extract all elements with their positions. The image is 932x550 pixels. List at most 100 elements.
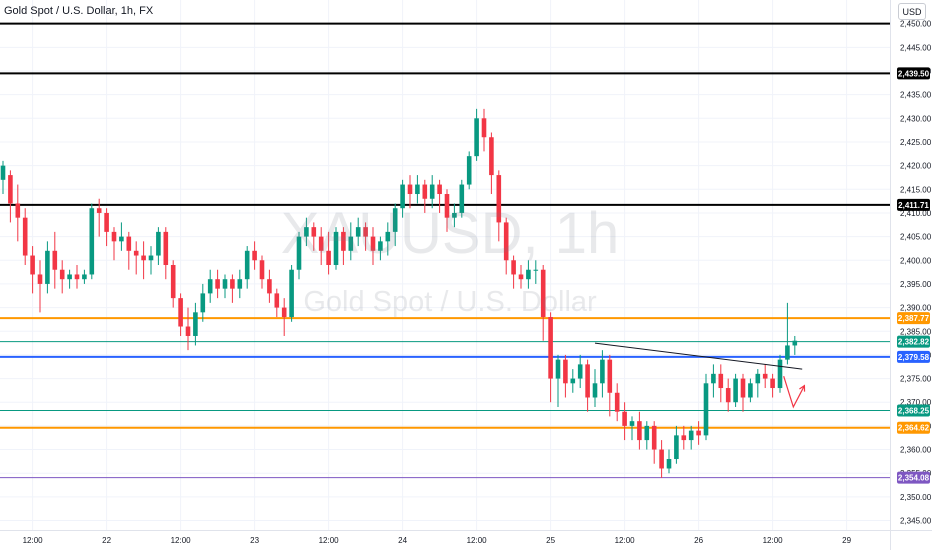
level-price-tag: [897, 421, 930, 434]
candle-down: [267, 279, 272, 294]
price-tick-label: 2,385.00: [900, 327, 932, 336]
price-tick-label: 2,395.00: [900, 280, 932, 289]
candle-up: [400, 184, 405, 209]
candle-down: [52, 250, 58, 270]
level-price-label: 2,368.25: [898, 407, 930, 416]
price-tick-label: 2,370.00: [900, 398, 932, 407]
candle-down: [696, 430, 701, 436]
candle-up: [355, 227, 361, 237]
candle-up: [289, 269, 294, 318]
candle-down: [496, 175, 502, 223]
candle-down: [548, 317, 553, 379]
candle-up: [222, 279, 228, 289]
candle-up: [415, 184, 420, 195]
candle-down: [659, 449, 664, 469]
price-tick-label: 2,350.00: [900, 493, 932, 502]
symbol-title: Gold Spot / U.S. Dollar, 1h, FX: [4, 5, 154, 17]
time-tick-label: 24: [398, 536, 407, 545]
candle-down: [215, 279, 220, 289]
time-tick-label: 23: [250, 536, 259, 545]
candle-up: [452, 212, 457, 218]
candle-up: [119, 236, 124, 242]
time-tick-label: 22: [102, 536, 111, 545]
candle-up: [592, 383, 598, 398]
trendline[interactable]: [594, 342, 803, 370]
level-price-tag: [897, 335, 930, 348]
candle-down: [274, 293, 280, 308]
projection-arrow[interactable]: [783, 376, 805, 409]
candle-up: [244, 250, 250, 280]
watermark-name: Gold Spot / U.S. Dollar: [303, 286, 597, 318]
level-price-label: 2,439.50: [898, 69, 930, 78]
price-tick-label: 2,360.00: [900, 446, 932, 455]
candle-up: [526, 269, 531, 280]
candle-down: [30, 255, 35, 275]
candle-down: [607, 359, 613, 393]
price-tick-label: 2,425.00: [900, 138, 932, 147]
candle-down: [503, 222, 509, 261]
currency-button[interactable]: USD: [898, 3, 926, 20]
candle-down: [341, 231, 346, 251]
candle-up: [0, 165, 6, 180]
level-price-label: 2,411.71: [898, 201, 929, 210]
candle-up: [533, 269, 539, 271]
candle-up: [748, 383, 753, 398]
candle-up: [378, 241, 383, 251]
time-tick-label: 26: [694, 536, 703, 545]
candle-up: [570, 378, 576, 384]
candle-down: [651, 425, 657, 450]
candle-down: [230, 279, 235, 289]
candle-down: [481, 118, 487, 138]
candle-down: [318, 236, 324, 251]
time-tick-label: 29: [842, 536, 851, 545]
candle-up: [600, 359, 605, 384]
candle-up: [666, 459, 672, 469]
candle-down: [363, 227, 368, 237]
candle-down: [444, 194, 450, 218]
time-tick-label: 12:00: [171, 536, 192, 545]
candle-down: [133, 250, 139, 256]
candle-up: [777, 359, 783, 389]
candle-up: [392, 208, 398, 232]
candle-up: [466, 156, 472, 185]
candle-down: [259, 260, 265, 280]
candle-down: [622, 411, 627, 426]
price-tick-label: 2,420.00: [900, 162, 932, 171]
candle-down: [15, 203, 21, 218]
candle-down: [518, 274, 524, 280]
candle-up: [703, 383, 709, 436]
time-tick-label: 12:00: [23, 536, 44, 545]
candle-down: [585, 364, 590, 398]
candle-up: [348, 236, 354, 251]
candle-up: [711, 373, 716, 384]
candle-up: [385, 231, 391, 242]
price-tick-label: 2,450.00: [900, 20, 932, 29]
candle-down: [614, 392, 620, 412]
candle-down: [141, 255, 146, 261]
candle-up: [755, 373, 761, 384]
candle-up: [733, 378, 738, 403]
candle-up: [237, 279, 243, 289]
price-tick-label: 2,435.00: [900, 91, 932, 100]
level-price-label: 2,387.77: [898, 314, 930, 323]
candle-down: [725, 388, 731, 403]
candle-down: [370, 236, 376, 251]
candle-up: [792, 340, 798, 346]
candle-down: [8, 175, 13, 204]
candle-down: [511, 260, 516, 275]
price-tick-label: 2,400.00: [900, 256, 932, 265]
candle-down: [185, 326, 191, 336]
level-price-tag: [897, 198, 930, 211]
candle-up: [304, 227, 309, 237]
candle-down: [740, 378, 746, 398]
candle-up: [629, 421, 635, 426]
candle-up: [555, 359, 561, 379]
time-tick-label: 25: [546, 536, 555, 545]
candle-down: [37, 274, 43, 284]
price-tick-label: 2,375.00: [900, 375, 932, 384]
candle-down: [96, 208, 102, 213]
candle-up: [89, 208, 95, 275]
candle-down: [163, 231, 169, 265]
time-tick-label: 12:00: [467, 536, 488, 545]
